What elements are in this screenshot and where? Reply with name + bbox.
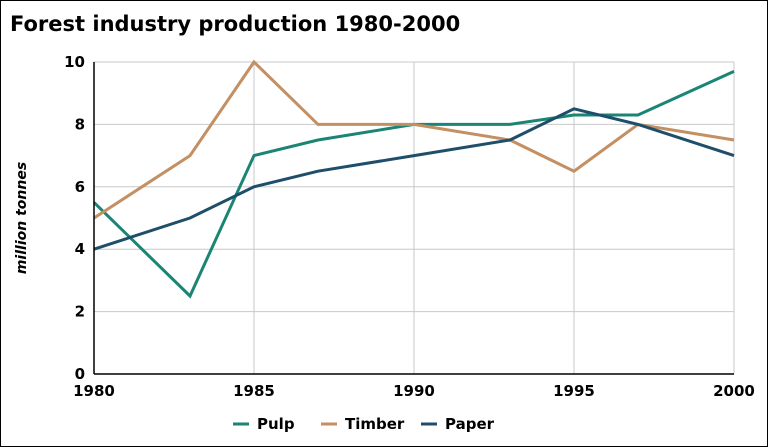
- axes-layer: [93, 62, 734, 375]
- chart-title: Forest industry production 1980-2000: [10, 12, 460, 36]
- y-tick-label: 8: [75, 115, 85, 133]
- legend-label-paper: Paper: [445, 415, 495, 433]
- series-line-paper: [93, 107, 735, 251]
- legend-label-pulp: Pulp: [257, 415, 295, 433]
- legend-label-timber: Timber: [345, 415, 405, 433]
- y-tick-label: 4: [75, 240, 85, 258]
- x-tick-label: 2000: [713, 382, 755, 400]
- x-tick-label: 1990: [393, 382, 435, 400]
- series-layer: [92, 59, 735, 299]
- y-tick-label: 0: [75, 365, 85, 383]
- y-tick-label: 10: [64, 53, 85, 71]
- legend: Pulp Timber Paper: [233, 415, 495, 433]
- x-tick-label: 1980: [73, 382, 115, 400]
- x-tick-label: 1995: [553, 382, 595, 400]
- y-tick-label: 6: [75, 178, 85, 196]
- series-line-timber: [93, 59, 735, 220]
- x-tick-label: 1985: [233, 382, 275, 400]
- ticks-layer: 1980 1985 1990 1995 2000 0 2 4 6 8 10: [64, 53, 755, 400]
- y-axis-label: million tonnes: [14, 162, 30, 274]
- y-tick-label: 2: [75, 303, 85, 321]
